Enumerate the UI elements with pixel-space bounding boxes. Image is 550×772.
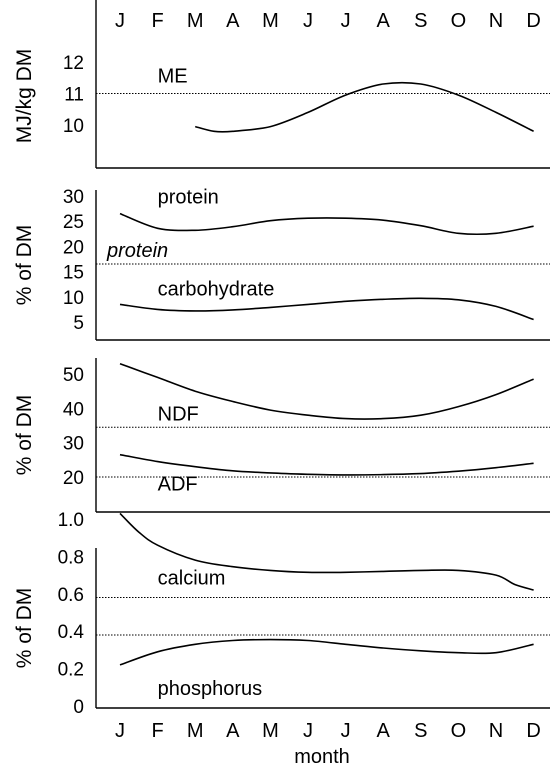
series-label-protein: protein	[158, 187, 219, 209]
panel-4: 0 0.2 0.4 0.6 0.8 1.0 % of DM calcium phosphorus	[13, 510, 550, 718]
y-axis-label: MJ/kg DM	[13, 49, 36, 144]
y-tick-label: 40	[63, 399, 84, 420]
panel-1: 10 11 12 MJ/kg DM ME	[13, 0, 550, 169]
top-month-label: J	[115, 10, 125, 32]
bottom-month-label: D	[526, 720, 540, 742]
y-tick-label: 5	[73, 313, 84, 334]
panel-2: 5 10 15 20 25 30 % of DM protein protein carbohyd…	[13, 187, 550, 341]
y-tick-label: 20	[63, 237, 84, 258]
series-line-protein	[119, 212, 534, 236]
top-month-label: S	[414, 10, 427, 32]
top-month-label: J	[303, 10, 313, 32]
reference-line-label: protein	[106, 240, 168, 262]
series-label-calcium: calcium	[158, 567, 226, 589]
series-line-NDF	[119, 362, 534, 420]
y-tick-label: 0.4	[58, 622, 85, 643]
y-axis-label: % of DM	[13, 225, 36, 306]
top-month-label: M	[187, 10, 204, 32]
y-axis-label: % of DM	[13, 395, 36, 476]
bottom-month-label: M	[262, 720, 279, 742]
series-line-carbohydrate	[119, 297, 534, 321]
series-label-ME: ME	[158, 65, 188, 87]
top-month-label: F	[151, 10, 163, 32]
y-tick-label: 15	[63, 263, 84, 284]
top-month-label: M	[262, 10, 279, 32]
top-month-label: N	[489, 10, 503, 32]
chart-panels: 10 11 12 MJ/kg DM ME 5 10 15 20 25 30 % of DM protei…	[13, 0, 550, 718]
bottom-month-label: S	[414, 720, 427, 742]
series-line-calcium	[119, 512, 534, 591]
bottom-month-label: J	[341, 720, 351, 742]
bottom-month-label: N	[489, 720, 503, 742]
y-tick-label: 20	[63, 468, 84, 489]
y-axis-label: % of DM	[13, 588, 36, 669]
series-line-ME	[194, 81, 534, 133]
series-label-carbohydrate: carbohydrate	[158, 278, 275, 300]
series-label-ADF: ADF	[158, 474, 198, 496]
top-month-label: O	[451, 10, 467, 32]
series-label-phosphorus: phosphorus	[158, 678, 263, 700]
y-tick-label: 11	[64, 85, 84, 106]
bottom-month-label: J	[303, 720, 313, 742]
y-tick-label: 10	[63, 116, 84, 137]
y-tick-label: 0	[73, 697, 84, 718]
y-tick-label: 25	[63, 212, 84, 233]
top-month-label: A	[226, 10, 240, 32]
top-month-label: J	[341, 10, 351, 32]
y-tick-label: 50	[63, 365, 84, 386]
bottom-month-label: A	[377, 720, 391, 742]
y-tick-label: 0.2	[58, 660, 84, 681]
top-month-label: A	[377, 10, 391, 32]
series-line-phosphorus	[119, 638, 534, 666]
bottom-month-label: M	[187, 720, 204, 742]
panel-3: 20 30 40 50 % of DM NDF ADF	[13, 358, 550, 513]
y-tick-label: 1.0	[58, 510, 84, 531]
bottom-month-label: A	[226, 720, 240, 742]
bottom-month-label: J	[115, 720, 125, 742]
bottom-month-label: O	[451, 720, 467, 742]
series-line-ADF	[119, 453, 534, 476]
y-tick-label: 30	[63, 434, 84, 455]
top-month-label: D	[526, 10, 540, 32]
x-axis-label: month	[294, 746, 350, 768]
series-label-NDF: NDF	[158, 403, 199, 425]
y-tick-label: 0.6	[58, 585, 84, 606]
y-tick-label: 30	[63, 187, 84, 208]
y-tick-label: 0.8	[58, 547, 84, 568]
y-tick-label: 12	[63, 53, 84, 74]
y-tick-label: 10	[63, 288, 84, 309]
bottom-month-label: F	[151, 720, 163, 742]
